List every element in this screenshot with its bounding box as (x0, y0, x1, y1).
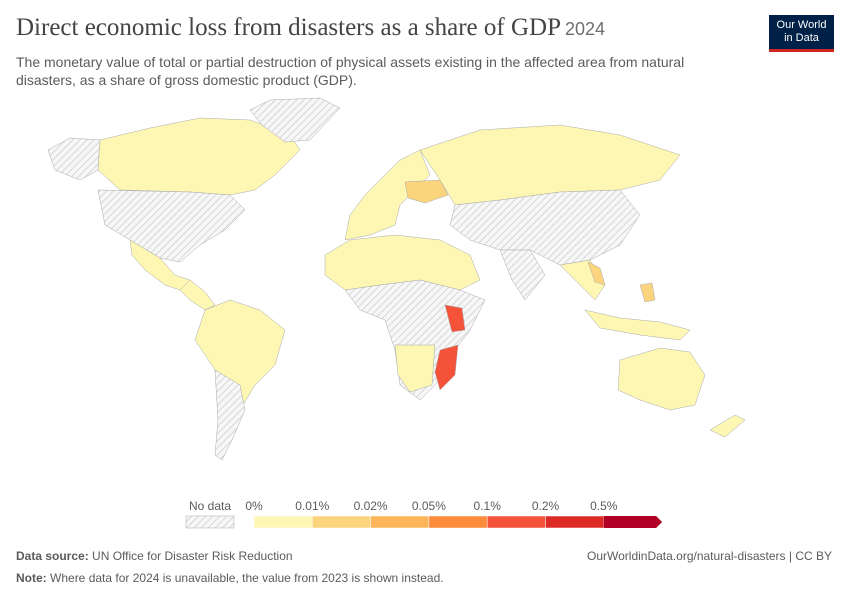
legend-label: 0.2% (532, 499, 560, 513)
legend-label: 0.1% (474, 499, 502, 513)
note-text: Where data for 2024 is unavailable, the … (50, 571, 444, 585)
country[interactable] (179, 279, 216, 311)
legend: No data 0% 0.01% 0.02% 0.05% 0.1% 0.2% 0.5% (185, 499, 663, 529)
country[interactable] (47, 137, 101, 181)
country[interactable] (97, 189, 246, 263)
legend-no-data-label: No data (189, 499, 231, 513)
country[interactable] (709, 414, 746, 438)
legend-no-data-swatch (185, 515, 235, 529)
logo-line: Our World (776, 19, 827, 31)
country[interactable] (324, 234, 481, 291)
year: 2024 (565, 19, 606, 39)
legend-swatch (603, 516, 663, 528)
legend-label: 0.5% (590, 499, 618, 513)
country[interactable] (249, 97, 341, 143)
legend-swatch (428, 515, 488, 529)
country[interactable] (584, 309, 691, 341)
subtitle: The monetary value of total or partial d… (16, 54, 685, 88)
url[interactable]: OurWorldinData.org/natural-disasters | C… (587, 549, 832, 563)
countries (47, 97, 746, 461)
country[interactable] (639, 282, 656, 303)
legend-swatch (312, 515, 371, 529)
legend-label: 0.05% (412, 499, 446, 513)
legend-label: 0.01% (295, 499, 329, 513)
source-label: Data source: (16, 549, 89, 563)
legend-swatch (545, 515, 605, 529)
source-text: UN Office for Disaster Risk Reduction (92, 549, 293, 563)
country[interactable] (404, 179, 449, 204)
country[interactable] (444, 304, 466, 333)
source: Data source: UN Office for Disaster Risk… (16, 549, 293, 563)
country[interactable] (97, 117, 301, 196)
country[interactable] (587, 261, 606, 286)
country[interactable] (394, 344, 436, 393)
country[interactable] (499, 249, 546, 301)
legend-label: 0% (245, 499, 263, 513)
title: Direct economic loss from disasters as a… (16, 14, 561, 41)
legend-swatch (486, 515, 546, 529)
country[interactable] (214, 369, 246, 461)
note: Note: Where data for 2024 is unavailable… (16, 571, 444, 585)
country[interactable] (344, 149, 431, 241)
country[interactable] (434, 344, 459, 391)
logo[interactable]: Our World in Data (769, 15, 834, 52)
legend-swatch (253, 515, 313, 529)
note-label: Note: (16, 571, 47, 585)
logo-line: in Data (784, 32, 819, 44)
legend-swatch (370, 515, 430, 529)
country[interactable] (419, 124, 681, 206)
legend-label: 0.02% (354, 499, 388, 513)
country[interactable] (194, 299, 286, 411)
country[interactable] (617, 347, 706, 411)
title-block: Direct economic loss from disasters as a… (16, 14, 605, 42)
